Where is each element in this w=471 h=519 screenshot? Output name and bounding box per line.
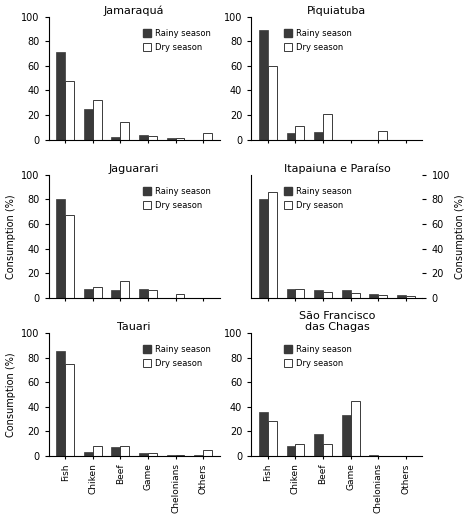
Legend: Rainy season, Dry season: Rainy season, Dry season: [141, 344, 212, 370]
Bar: [148, 290, 157, 298]
Bar: [176, 294, 184, 298]
Bar: [314, 434, 323, 456]
Bar: [148, 136, 157, 140]
Bar: [295, 126, 304, 140]
Bar: [323, 114, 332, 140]
Bar: [295, 444, 304, 456]
Bar: [323, 292, 332, 298]
Legend: Rainy season, Dry season: Rainy season, Dry season: [283, 27, 353, 53]
Bar: [194, 455, 203, 456]
Bar: [57, 351, 65, 456]
Title: Piquiatuba: Piquiatuba: [307, 6, 366, 16]
Title: Tauari: Tauari: [117, 322, 151, 332]
Bar: [314, 132, 323, 140]
Title: Jamaraquá: Jamaraquá: [104, 6, 164, 16]
Bar: [120, 280, 129, 298]
Y-axis label: Consumption (%): Consumption (%): [6, 194, 16, 279]
Bar: [406, 296, 414, 298]
Y-axis label: Consumption (%): Consumption (%): [6, 352, 16, 436]
Bar: [203, 133, 212, 140]
Bar: [369, 294, 378, 298]
Bar: [84, 109, 93, 140]
Bar: [167, 139, 176, 140]
Bar: [84, 289, 93, 298]
Bar: [93, 100, 102, 140]
Bar: [287, 446, 295, 456]
Bar: [259, 412, 268, 456]
Bar: [397, 295, 406, 298]
Bar: [268, 192, 277, 298]
Bar: [120, 446, 129, 456]
Bar: [342, 290, 351, 298]
Bar: [268, 421, 277, 456]
Bar: [112, 290, 120, 298]
Bar: [259, 199, 268, 298]
Bar: [57, 52, 65, 140]
Bar: [65, 215, 74, 298]
Bar: [139, 289, 148, 298]
Legend: Rainy season, Dry season: Rainy season, Dry season: [283, 185, 353, 212]
Bar: [378, 131, 387, 140]
Bar: [120, 122, 129, 140]
Legend: Rainy season, Dry season: Rainy season, Dry season: [283, 344, 353, 370]
Bar: [65, 364, 74, 456]
Bar: [176, 455, 184, 456]
Bar: [351, 401, 359, 456]
Legend: Rainy season, Dry season: Rainy season, Dry season: [141, 185, 212, 212]
Bar: [203, 449, 212, 456]
Title: Itapaiuna e Paraíso: Itapaiuna e Paraíso: [284, 163, 390, 174]
Y-axis label: Consumption (%): Consumption (%): [455, 194, 465, 279]
Bar: [139, 135, 148, 140]
Bar: [65, 80, 74, 140]
Bar: [148, 454, 157, 456]
Bar: [93, 446, 102, 456]
Bar: [287, 289, 295, 298]
Bar: [112, 447, 120, 456]
Bar: [323, 444, 332, 456]
Bar: [93, 286, 102, 298]
Bar: [351, 293, 359, 298]
Title: Jaguarari: Jaguarari: [109, 164, 159, 174]
Bar: [268, 66, 277, 140]
Bar: [176, 139, 184, 140]
Bar: [259, 30, 268, 140]
Bar: [369, 455, 378, 456]
Bar: [84, 452, 93, 456]
Bar: [57, 199, 65, 298]
Bar: [112, 137, 120, 140]
Bar: [378, 295, 387, 298]
Bar: [295, 289, 304, 298]
Bar: [314, 290, 323, 298]
Bar: [287, 133, 295, 140]
Title: São Francisco
das Chagas: São Francisco das Chagas: [299, 311, 375, 332]
Bar: [167, 455, 176, 456]
Bar: [139, 454, 148, 456]
Bar: [342, 415, 351, 456]
Legend: Rainy season, Dry season: Rainy season, Dry season: [141, 27, 212, 53]
